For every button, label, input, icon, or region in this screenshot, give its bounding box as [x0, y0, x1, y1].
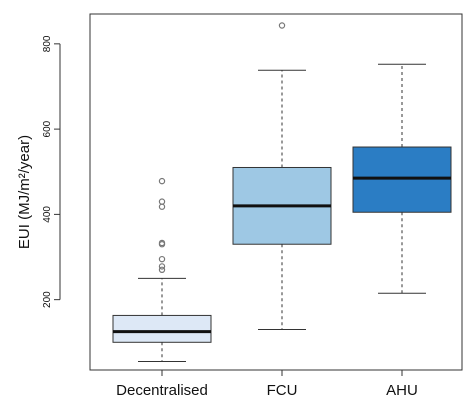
outlier-point	[158, 203, 166, 210]
outlier-point	[278, 22, 286, 29]
y-tick-label: 600	[42, 120, 53, 137]
y-axis: 200 400 600 800	[42, 35, 61, 308]
outlier-point	[158, 255, 166, 263]
box-decentralised	[112, 177, 212, 362]
x-tick-label-ahu: AHU	[386, 382, 418, 399]
iqr-box	[112, 314, 212, 343]
y-tick-label: 400	[42, 206, 53, 223]
outlier-point	[158, 177, 166, 185]
x-tick-label-fcu: FCU	[267, 382, 298, 399]
outlier-point	[158, 198, 166, 205]
box-ahu	[352, 63, 452, 294]
y-tick-label: 200	[42, 291, 53, 308]
x-axis: Decentralised FCU AHU	[116, 369, 418, 399]
box-fcu	[232, 22, 332, 330]
x-tick-label-decentralised: Decentralised	[116, 382, 208, 399]
outlier-point	[158, 266, 166, 274]
y-tick-label: 800	[42, 35, 53, 52]
box-series	[112, 22, 452, 362]
outlier-point	[158, 239, 166, 247]
y-axis-label: EUI (MJ/m²/year)	[16, 135, 33, 249]
outlier-point	[158, 263, 166, 270]
